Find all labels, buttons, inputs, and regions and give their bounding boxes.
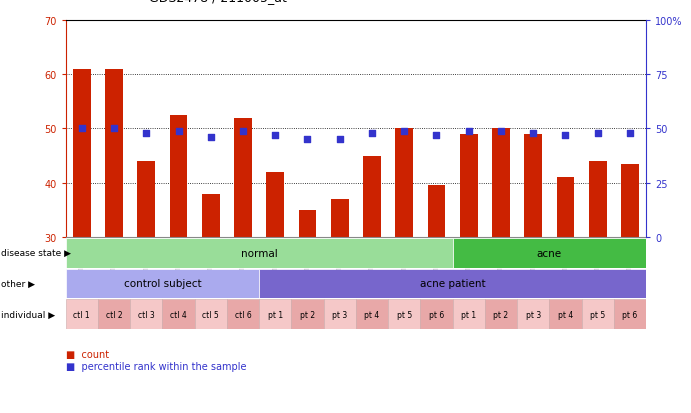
Point [431, 132, 442, 139]
Bar [388, 299, 420, 329]
Bar [202, 194, 220, 237]
Bar [420, 299, 453, 329]
Bar [138, 161, 155, 237]
Bar [105, 69, 123, 237]
Text: pt 6: pt 6 [623, 310, 638, 319]
Bar [614, 299, 646, 329]
Point [399, 128, 410, 135]
Point [463, 128, 474, 135]
Text: pt 6: pt 6 [429, 310, 444, 319]
Bar [363, 156, 381, 237]
Text: pt 1: pt 1 [267, 310, 283, 319]
Point [334, 137, 346, 143]
Point [269, 132, 281, 139]
Bar [485, 299, 517, 329]
Point [366, 130, 377, 137]
Bar [162, 299, 195, 329]
Bar [323, 299, 356, 329]
Bar [395, 129, 413, 237]
Point [76, 126, 87, 132]
Bar [195, 299, 227, 329]
Bar [428, 186, 445, 237]
Text: individual ▶: individual ▶ [1, 310, 55, 319]
Bar [582, 299, 614, 329]
Bar [292, 299, 323, 329]
Text: other ▶: other ▶ [1, 279, 35, 288]
Text: normal: normal [240, 248, 278, 258]
Bar [453, 299, 485, 329]
Point [205, 134, 216, 141]
Bar [524, 135, 542, 237]
Text: GDS2478 / 211005_at: GDS2478 / 211005_at [149, 0, 287, 4]
Text: pt 4: pt 4 [364, 310, 379, 319]
Text: pt 4: pt 4 [558, 310, 573, 319]
Point [173, 128, 184, 135]
Text: ctl 5: ctl 5 [202, 310, 219, 319]
Text: ctl 6: ctl 6 [235, 310, 252, 319]
Text: acne patient: acne patient [420, 279, 485, 289]
Text: acne: acne [537, 248, 562, 258]
Bar [517, 299, 549, 329]
Text: pt 5: pt 5 [590, 310, 605, 319]
Text: pt 2: pt 2 [300, 310, 315, 319]
Text: pt 1: pt 1 [461, 310, 476, 319]
Point [108, 126, 120, 132]
Bar [266, 173, 284, 237]
Point [592, 130, 603, 137]
Point [238, 128, 249, 135]
Point [528, 130, 539, 137]
Point [302, 137, 313, 143]
Bar [589, 161, 607, 237]
Point [141, 130, 152, 137]
Point [560, 132, 571, 139]
Bar [98, 299, 130, 329]
Bar [621, 164, 638, 237]
Bar [492, 129, 510, 237]
Bar [453, 238, 646, 268]
Text: pt 3: pt 3 [332, 310, 348, 319]
Text: ctl 2: ctl 2 [106, 310, 122, 319]
Text: ctl 3: ctl 3 [138, 310, 155, 319]
Point [625, 130, 636, 137]
Bar [556, 178, 574, 237]
Point [495, 128, 507, 135]
Bar [66, 299, 98, 329]
Bar [299, 210, 316, 237]
Text: ■  count: ■ count [66, 349, 108, 359]
Bar [460, 135, 477, 237]
Bar [331, 199, 348, 237]
Bar [130, 299, 162, 329]
Bar [169, 116, 187, 237]
Text: ctl 1: ctl 1 [73, 310, 90, 319]
Bar [549, 299, 582, 329]
Text: ■  percentile rank within the sample: ■ percentile rank within the sample [66, 361, 246, 371]
Bar [66, 238, 453, 268]
Bar [66, 269, 259, 299]
Bar [259, 269, 646, 299]
Text: pt 5: pt 5 [397, 310, 412, 319]
Text: disease state ▶: disease state ▶ [1, 249, 70, 258]
Bar [73, 69, 91, 237]
Bar [259, 299, 292, 329]
Text: pt 2: pt 2 [493, 310, 509, 319]
Bar [234, 118, 252, 237]
Bar [227, 299, 259, 329]
Text: ctl 4: ctl 4 [170, 310, 187, 319]
Text: pt 3: pt 3 [526, 310, 541, 319]
Text: control subject: control subject [124, 279, 201, 289]
Bar [356, 299, 388, 329]
